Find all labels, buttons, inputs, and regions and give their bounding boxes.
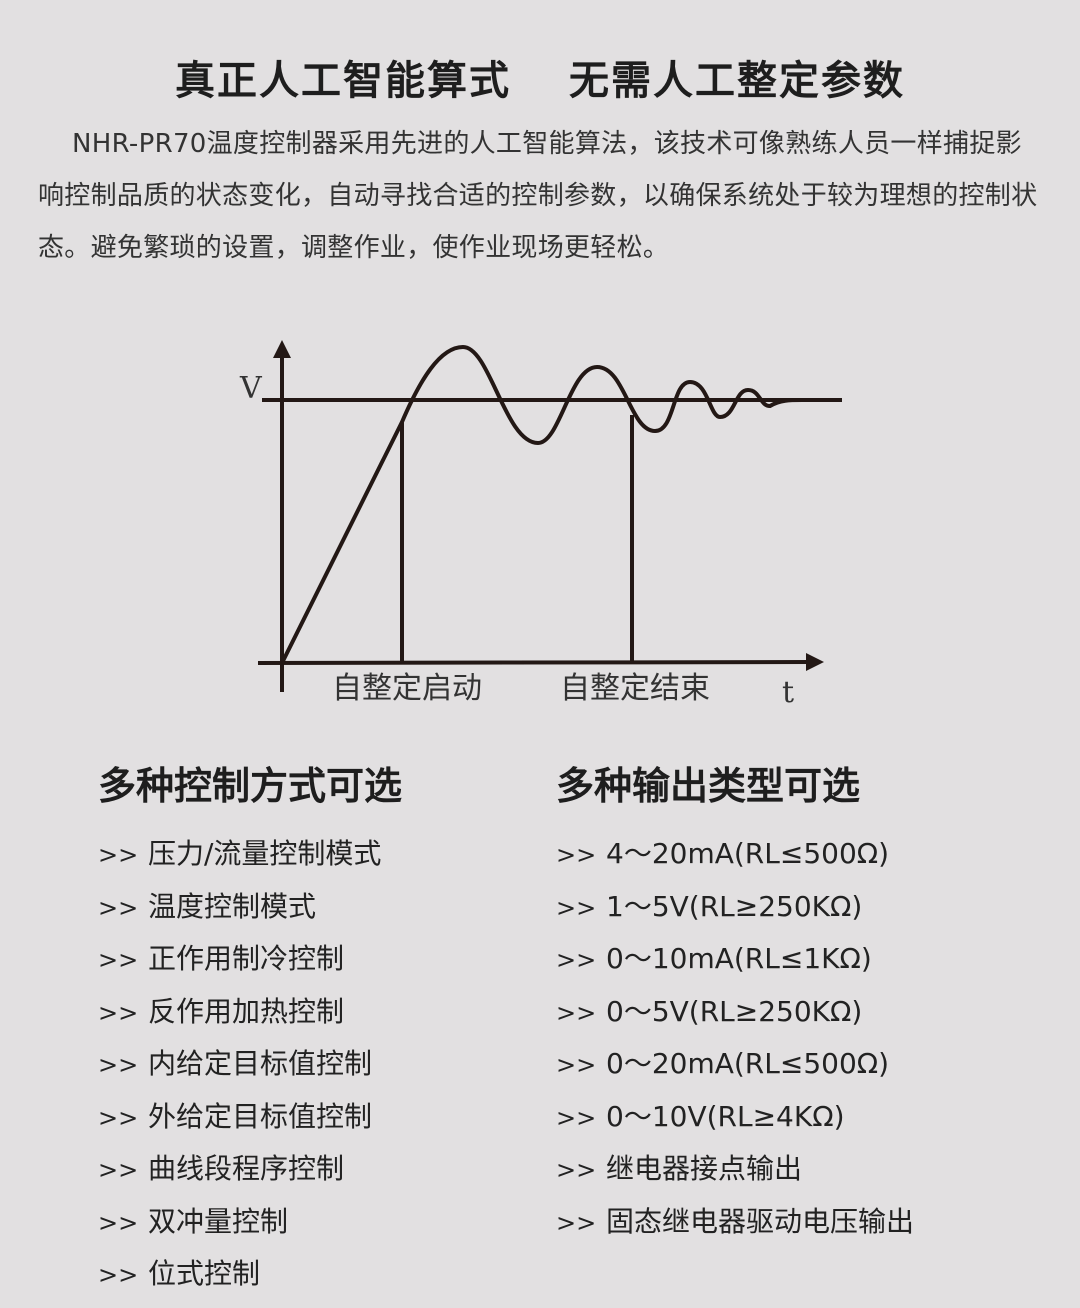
control-mode-item: >> 内给定目标值控制 <box>98 1038 402 1091</box>
bullet-prefix: >> <box>556 946 597 974</box>
output-type-item: >> 0～10mA(RL≤1KΩ) <box>556 933 914 986</box>
output-type-item: >> 0～10V(RL≥4KΩ) <box>556 1091 914 1144</box>
item-label: 继电器接点输出 <box>606 1152 803 1185</box>
bullet-prefix: >> <box>556 1103 597 1132</box>
tuning-end-label: 自整定结束 <box>560 671 710 706</box>
bullet-prefix: >> <box>98 1103 139 1132</box>
tuning-start-label: 自整定启动 <box>332 671 482 706</box>
bullet-prefix: >> <box>556 841 597 869</box>
bullet-prefix: >> <box>556 1208 597 1237</box>
y-axis-label: V <box>239 371 263 406</box>
control-mode-item: >> 双冲量控制 <box>98 1196 402 1249</box>
bullet-prefix: >> <box>98 893 139 922</box>
output-types-section: 多种输出类型可选 >> 4～20mA(RL≤500Ω) >> 1～5V(RL≥250K… <box>556 755 914 1248</box>
bullet-prefix: >> <box>98 1156 139 1184</box>
control-mode-item: >> 曲线段程序控制 <box>98 1143 402 1196</box>
item-label: 4～20mA(RL≤500Ω) <box>606 837 890 870</box>
item-label: 1～5V(RL≥250KΩ) <box>606 889 863 923</box>
control-mode-item: >> 温度控制模式 <box>98 881 402 934</box>
control-mode-item: >> 反作用加热控制 <box>98 986 402 1039</box>
control-mode-item: >> 压力/流量控制模式 <box>98 828 402 881</box>
item-label: 正作用制冷控制 <box>148 942 345 975</box>
output-types-heading: 多种输出类型可选 <box>556 764 861 808</box>
x-axis-label: t <box>782 675 794 710</box>
item-label: 反作用加热控制 <box>148 994 345 1028</box>
control-mode-item: >> 外给定目标值控制 <box>98 1091 402 1144</box>
x-axis-arrow <box>806 653 824 671</box>
item-label: 曲线段程序控制 <box>148 1152 345 1185</box>
bullet-prefix: >> <box>98 1208 139 1237</box>
bullet-prefix: >> <box>98 1051 139 1079</box>
item-label: 外给定目标值控制 <box>148 1099 373 1133</box>
page-title: 真正人工智能算式 无需人工整定参数 <box>175 58 905 104</box>
output-type-item: >> 固态继电器驱动电压输出 <box>556 1196 914 1249</box>
item-label: 0～20mA(RL≤500Ω) <box>606 1047 890 1080</box>
item-label: 0～10mA(RL≤1KΩ) <box>606 942 872 975</box>
bullet-prefix: >> <box>556 1051 597 1079</box>
output-type-item: >> 0～5V(RL≥250KΩ) <box>556 986 914 1039</box>
item-label: 双冲量控制 <box>148 1204 289 1238</box>
item-label: 压力/流量控制模式 <box>148 837 382 870</box>
item-label: 固态继电器驱动电压输出 <box>606 1204 915 1238</box>
output-type-item: >> 0～20mA(RL≤500Ω) <box>556 1038 914 1091</box>
item-label: 位式控制 <box>148 1257 261 1290</box>
bullet-prefix: >> <box>98 841 139 869</box>
bullet-prefix: >> <box>98 946 139 974</box>
x-axis <box>257 660 811 665</box>
item-label: 内给定目标值控制 <box>148 1047 373 1080</box>
bullet-prefix: >> <box>556 998 597 1027</box>
output-type-item: >> 继电器接点输出 <box>556 1143 914 1196</box>
bullet-prefix: >> <box>556 893 597 922</box>
control-modes-section: 多种控制方式可选 >> 压力/流量控制模式 >> 温度控制模式 >> 正作用制冷控制 >> 反… <box>98 755 402 1301</box>
autotune-diagram: V t 自整定启动 自整定结束 <box>239 340 842 710</box>
output-type-item: >> 4～20mA(RL≤500Ω) <box>556 828 914 881</box>
bullet-prefix: >> <box>556 1156 597 1184</box>
control-modes-heading: 多种控制方式可选 <box>98 764 403 808</box>
item-label: 温度控制模式 <box>148 889 317 923</box>
bullet-prefix: >> <box>98 1261 139 1289</box>
intro-paragraph: NHR-PR70温度控制器采用先进的人工智能算法，该技术可像熟练人员一样捕捉影响… <box>38 129 1038 263</box>
y-axis-arrow <box>273 340 291 358</box>
response-curve <box>280 344 803 664</box>
control-mode-item: >> 位式控制 <box>98 1248 402 1301</box>
output-type-item: >> 1～5V(RL≥250KΩ) <box>556 881 914 934</box>
control-mode-item: >> 正作用制冷控制 <box>98 933 402 986</box>
item-label: 0～5V(RL≥250KΩ) <box>606 994 863 1028</box>
bullet-prefix: >> <box>98 998 139 1027</box>
item-label: 0～10V(RL≥4KΩ) <box>606 1099 845 1133</box>
